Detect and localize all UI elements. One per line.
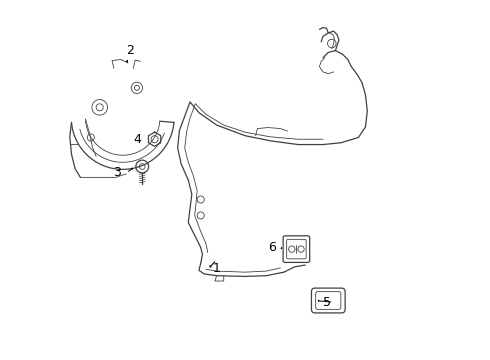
Text: 6: 6: [268, 241, 275, 254]
FancyBboxPatch shape: [312, 288, 345, 313]
Text: 1: 1: [213, 262, 220, 275]
FancyBboxPatch shape: [283, 236, 310, 262]
FancyBboxPatch shape: [316, 292, 341, 309]
FancyBboxPatch shape: [287, 239, 306, 259]
Text: 5: 5: [322, 296, 331, 309]
Text: 3: 3: [114, 166, 122, 179]
Text: 2: 2: [126, 44, 134, 57]
Text: 4: 4: [133, 133, 141, 146]
